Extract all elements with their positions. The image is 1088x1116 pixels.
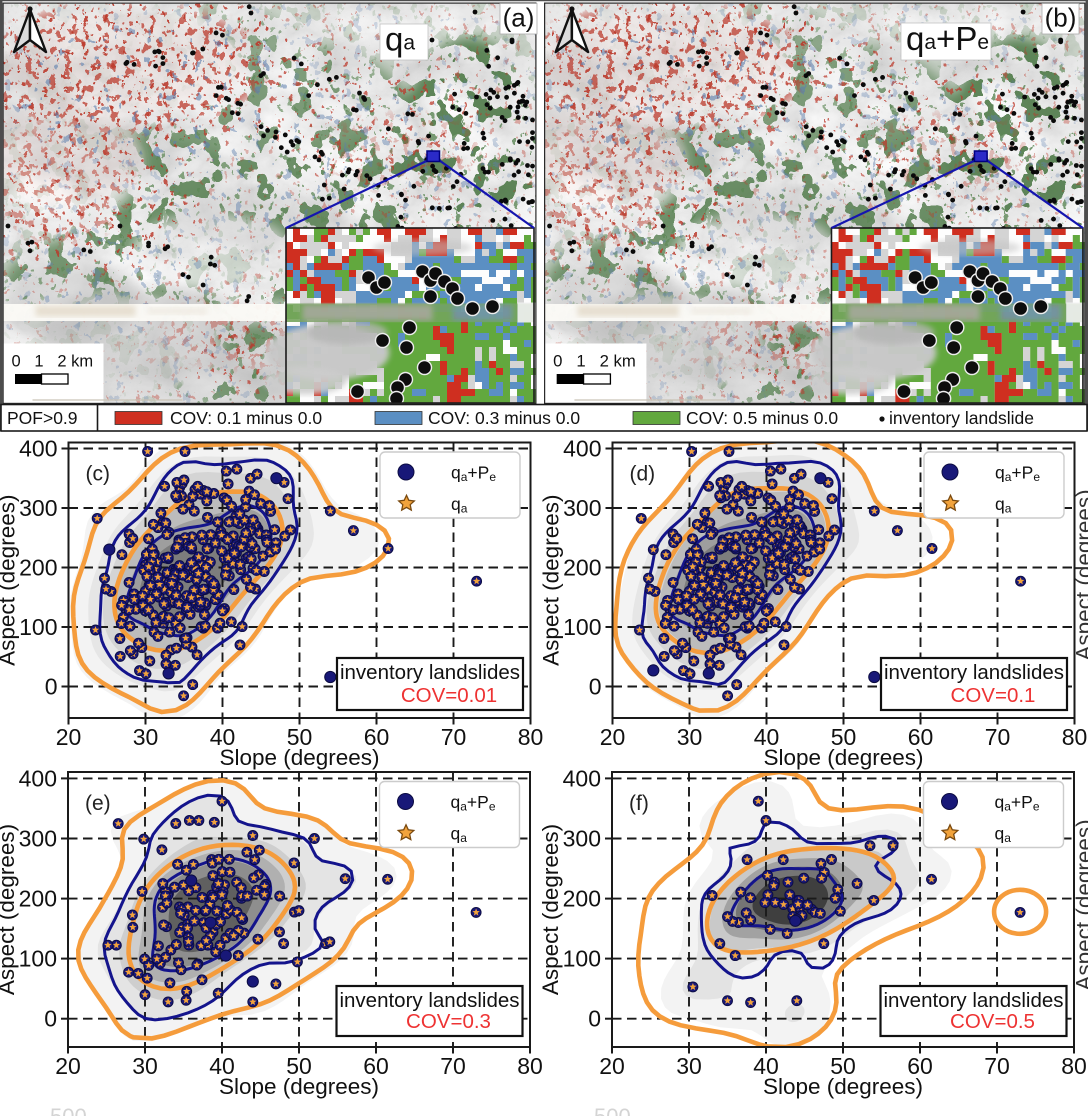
- svg-text:Aspect (degrees): Aspect (degrees): [0, 495, 20, 666]
- svg-text:Slope (degrees): Slope (degrees): [763, 1074, 923, 1099]
- svg-text:inventory landslide: inventory landslide: [889, 408, 1034, 428]
- svg-text:Aspect (degrees): Aspect (degrees): [1072, 489, 1088, 660]
- svg-text:20: 20: [599, 1053, 625, 1079]
- svg-text:30: 30: [677, 724, 703, 750]
- svg-text:Aspect (degrees): Aspect (degrees): [539, 495, 564, 666]
- svg-text:400: 400: [19, 436, 57, 462]
- svg-text:300: 300: [19, 495, 57, 521]
- svg-text:200: 200: [563, 886, 601, 912]
- svg-text:0: 0: [45, 674, 58, 700]
- svg-text:20: 20: [600, 724, 626, 750]
- svg-text:300: 300: [563, 826, 601, 852]
- svg-text:COV=0.5: COV=0.5: [950, 1010, 1035, 1033]
- svg-text:50: 50: [287, 724, 313, 750]
- svg-text:0: 0: [588, 1006, 601, 1032]
- svg-text:Slope (degrees): Slope (degrees): [219, 745, 379, 770]
- svg-text:Aspect (degrees): Aspect (degrees): [538, 824, 563, 995]
- svg-text:50: 50: [831, 724, 857, 750]
- svg-text:70: 70: [984, 1053, 1010, 1079]
- svg-text:100: 100: [563, 614, 601, 640]
- svg-text:200: 200: [563, 555, 601, 581]
- svg-text:(b): (b): [1045, 3, 1077, 33]
- svg-text:POF>0.9: POF>0.9: [7, 408, 78, 428]
- svg-text:200: 200: [19, 555, 57, 581]
- svg-text:20: 20: [56, 724, 82, 750]
- svg-text:qa+Pe: qa+Pe: [906, 20, 989, 57]
- svg-text:70: 70: [985, 724, 1011, 750]
- svg-text:500: 500: [50, 1104, 87, 1116]
- svg-text:80: 80: [1062, 724, 1088, 750]
- svg-text:inventory landslides: inventory landslides: [339, 989, 519, 1012]
- svg-text:inventory landslides: inventory landslides: [884, 661, 1064, 684]
- svg-text:50: 50: [830, 1053, 856, 1079]
- svg-text:Aspect (degrees): Aspect (degrees): [0, 824, 19, 995]
- svg-text:100: 100: [563, 946, 601, 972]
- svg-text:(a): (a): [503, 3, 535, 33]
- svg-text:20: 20: [55, 1053, 81, 1079]
- svg-text:60: 60: [364, 724, 390, 750]
- svg-text:100: 100: [19, 946, 57, 972]
- svg-text:50: 50: [286, 1053, 312, 1079]
- svg-text:inventory landslides: inventory landslides: [883, 989, 1063, 1012]
- svg-text:Aspect (degrees): Aspect (degrees): [1072, 819, 1088, 990]
- svg-text:(c): (c): [86, 463, 111, 486]
- svg-text:400: 400: [563, 436, 601, 462]
- svg-text:(f): (f): [629, 792, 649, 815]
- svg-text:(e): (e): [85, 792, 111, 815]
- svg-text:Slope (degrees): Slope (degrees): [763, 745, 923, 770]
- svg-text:300: 300: [563, 495, 601, 521]
- svg-text:100: 100: [19, 614, 57, 640]
- svg-text:COV: 0.3 minus 0.0: COV: 0.3 minus 0.0: [428, 408, 580, 428]
- svg-text:200: 200: [19, 886, 57, 912]
- svg-text:40: 40: [754, 724, 780, 750]
- svg-text:60: 60: [907, 1053, 933, 1079]
- svg-text:80: 80: [1061, 1053, 1087, 1079]
- svg-text:Slope (degrees): Slope (degrees): [219, 1074, 379, 1099]
- svg-text:40: 40: [209, 1053, 235, 1079]
- svg-text:400: 400: [563, 765, 601, 791]
- svg-text:0: 0: [44, 1006, 57, 1032]
- svg-text:70: 70: [440, 1053, 466, 1079]
- svg-text:70: 70: [441, 724, 467, 750]
- svg-text:60: 60: [908, 724, 934, 750]
- svg-text:COV: 0.1 minus 0.0: COV: 0.1 minus 0.0: [170, 408, 322, 428]
- svg-text:30: 30: [132, 1053, 158, 1079]
- svg-text:500: 500: [594, 1104, 631, 1116]
- svg-text:COV=0.1: COV=0.1: [951, 684, 1036, 707]
- svg-text:60: 60: [363, 1053, 389, 1079]
- svg-text:COV=0.3: COV=0.3: [406, 1010, 491, 1033]
- svg-text:40: 40: [753, 1053, 779, 1079]
- svg-text:COV=0.01: COV=0.01: [401, 684, 497, 707]
- svg-text:30: 30: [133, 724, 159, 750]
- svg-text:COV: 0.5 minus 0.0: COV: 0.5 minus 0.0: [686, 408, 838, 428]
- svg-text:80: 80: [517, 1053, 543, 1079]
- svg-text:80: 80: [518, 724, 544, 750]
- svg-text:30: 30: [676, 1053, 702, 1079]
- svg-text:(d): (d): [630, 463, 656, 486]
- svg-text:40: 40: [210, 724, 236, 750]
- svg-text:0: 0: [589, 674, 602, 700]
- svg-text:inventory landslides: inventory landslides: [340, 661, 520, 684]
- svg-text:300: 300: [19, 826, 57, 852]
- svg-text:400: 400: [19, 765, 57, 791]
